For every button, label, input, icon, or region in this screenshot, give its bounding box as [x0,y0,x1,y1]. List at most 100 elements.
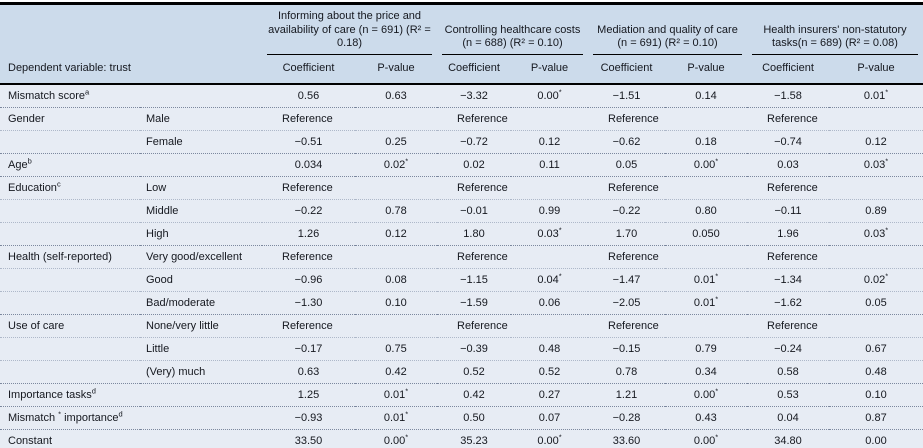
dependent-variable-label: Dependent variable: trust [0,54,262,85]
value-cell: −0.96 [262,267,355,291]
pvalue-header: P-value [355,54,437,85]
value-cell: 1.70 [588,221,665,245]
row-variable: Health (self-reported) [0,244,140,268]
row-category [140,405,262,429]
value-cell: 0.01* [665,267,747,291]
table-row: Good −0.96 0.08 −1.15 0.04* −1.47 0.01* −1.34 0.… [0,267,923,291]
pvalue-header: P-value [829,54,923,85]
value-cell: −0.62 [588,129,665,153]
row-variable: Ageb [0,152,140,176]
row-category: High [140,221,262,245]
value-cell: 0.08 [355,267,437,291]
value-cell: 0.02* [829,267,923,291]
value-cell: −0.51 [262,129,355,153]
value-cell: 0.63 [385,89,407,102]
row-category: Middle [140,198,262,222]
value-cell: −0.11 [747,198,829,222]
row-variable: Importance tasksd [0,382,140,406]
value-cell: 0.02 [437,152,511,176]
value-cell: −0.93 [262,405,355,429]
value-cell: −1.58 [774,89,802,102]
value-cell: 0.10 [829,382,923,406]
value-cell: −0.28 [588,405,665,429]
value-cell: 0.58 [747,359,829,383]
value-cell: 1.96 [747,221,829,245]
table-row: Bad/moderate −1.30 0.10 −1.59 0.06 −2.05 0.01*… [0,290,923,314]
value-cell: −0.74 [747,129,829,153]
value-cell: 0.11 [511,152,588,176]
group-header-3: Mediation and quality of care (n = 691) … [588,5,747,55]
row-variable [0,359,140,383]
row-category [140,382,262,406]
value-cell: −1.30 [262,290,355,314]
reference-cell: Reference [747,106,923,130]
value-cell: 0.04 [747,405,829,429]
value-cell: −0.72 [437,129,511,153]
table-row: Mismatch scorea 0.56 0.63 −3.32 0.00* −1.51 0.… [0,84,923,108]
value-cell: −0.01 [437,198,511,222]
group-header-4: Health insurers' non-statutory tasks(n =… [747,5,923,55]
value-cell: 0.06 [511,290,588,314]
value-cell: 0.80 [665,198,747,222]
group-header-1: Informing about the price and availabili… [262,5,437,55]
reference-cell: Reference [262,244,437,268]
regression-table: Informing about the price and availabili… [0,5,923,448]
coefficient-header: Coefficient [747,54,829,85]
value-cell: 0.03* [829,152,923,176]
value-cell: 0.04* [511,267,588,291]
value-cell: 0.12 [829,129,923,153]
group-title: Health insurers' non-statutory tasks(n =… [752,19,918,55]
value-cell: −1.51 [612,89,641,102]
value-cell: 0.00* [537,86,562,102]
reference-cell: Reference [437,106,588,130]
reference-cell: Reference [588,244,747,268]
pvalue-header: P-value [511,54,588,85]
table-row: Educationc Low Reference Reference Reference… [0,175,923,199]
row-variable: Educationc [0,175,140,199]
value-cell: 0.01* [355,382,437,406]
value-cell: 0.14 [695,89,717,102]
value-cell: 0.43 [665,405,747,429]
value-cell: 0.01* [863,86,889,102]
value-cell: 0.00* [665,382,747,406]
value-cell: 0.34 [665,359,747,383]
row-category [140,152,262,176]
value-cell: 0.12 [511,129,588,153]
row-category: Good [140,267,262,291]
value-cell: 0.78 [588,359,665,383]
row-variable: Use of care [0,313,140,337]
row-category: Low [140,175,262,199]
reference-cell: Reference [747,244,923,268]
value-cell: 0.050 [665,221,747,245]
row-category [140,84,262,108]
table-row: Female −0.51 0.25 −0.72 0.12 −0.62 0.18 −0.74 0.… [0,129,923,153]
value-cell: 0.52 [511,359,588,383]
table-row: Middle −0.22 0.78 −0.01 0.99 −0.22 0.80 −0.11 0.… [0,198,923,222]
value-cell: 1.25 [262,382,355,406]
value-cell: −0.22 [588,198,665,222]
value-cell: 0.79 [665,336,747,360]
value-cell: −1.47 [588,267,665,291]
row-variable: Mismatch * importanced [0,405,140,429]
table-row: Mismatch * importanced −0.93 0.01* 0.50 0.07… [0,405,923,429]
value-cell: 0.50 [437,405,511,429]
row-variable: Mismatch scorea [8,86,90,102]
value-cell: 0.00* [665,152,747,176]
table-row: Ageb 0.034 0.02* 0.02 0.11 0.05 0.00* 0.03 0.03* [0,152,923,176]
value-cell: 35.23 [437,428,511,448]
row-variable [0,290,140,314]
value-cell: −3.32 [460,89,488,102]
group-header-row: Informing about the price and availabili… [0,5,923,55]
value-cell: 0.02* [355,152,437,176]
group-title: Mediation and quality of care (n = 691) … [593,19,742,55]
row-variable: Constant [0,428,140,448]
value-cell: 33.50 [262,428,355,448]
group-title: Informing about the price and availabili… [267,5,432,55]
reference-cell: Reference [747,313,923,337]
value-cell: 0.48 [511,336,588,360]
value-cell: −0.39 [437,336,511,360]
value-cell: 0.07 [511,405,588,429]
value-cell: 0.10 [355,290,437,314]
row-variable: Gender [0,106,140,130]
value-cell: 1.80 [437,221,511,245]
